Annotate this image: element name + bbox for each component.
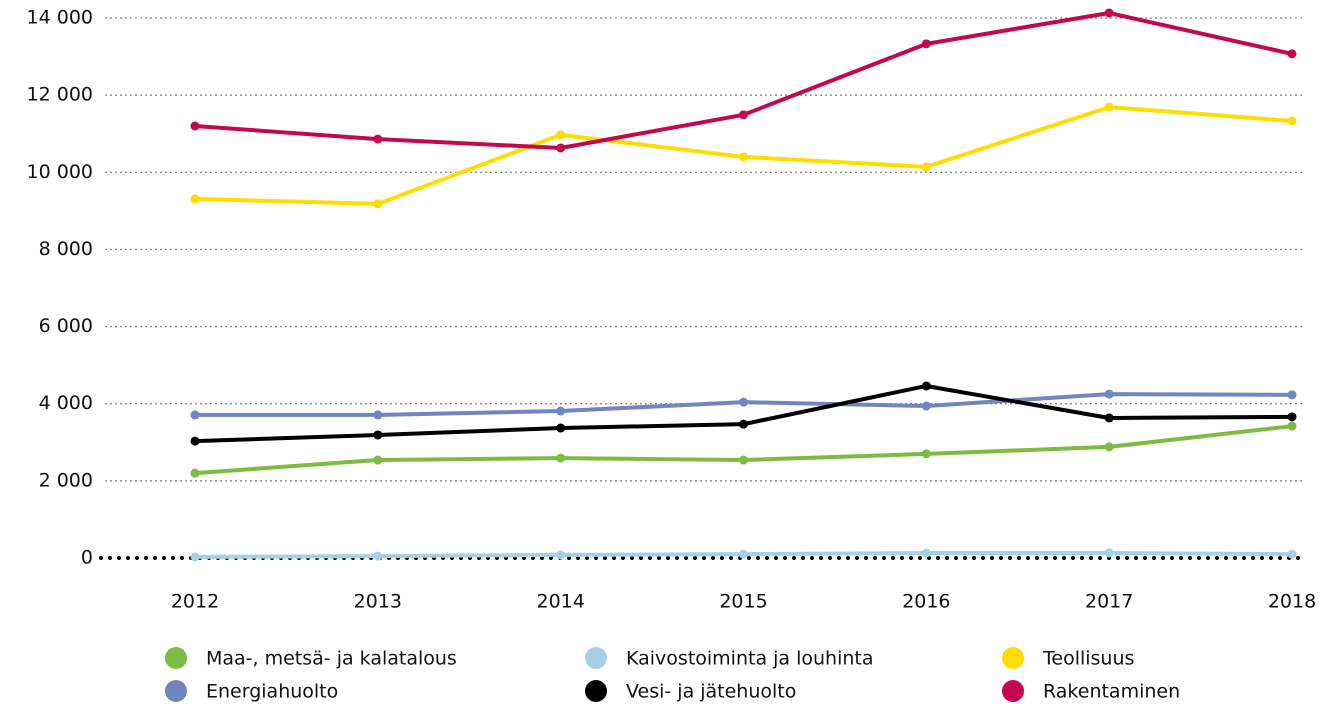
- data-point: [373, 410, 383, 420]
- legend-label: Kaivostoiminta ja louhinta: [626, 648, 874, 670]
- data-point: [1287, 116, 1297, 126]
- data-point: [556, 453, 566, 463]
- series-line: [194, 424, 1293, 476]
- data-point: [739, 110, 748, 120]
- data-point: [1287, 421, 1297, 431]
- y-tick-label: 4 000: [39, 392, 93, 414]
- legend-label: Rakentaminen: [1043, 681, 1180, 703]
- legend-label: Energiahuolto: [206, 681, 338, 703]
- data-point: [556, 143, 566, 153]
- data-point: [1104, 389, 1114, 399]
- data-point: [373, 551, 383, 561]
- data-point: [921, 548, 931, 558]
- y-tick-label: 2 000: [39, 469, 93, 491]
- data-point: [921, 449, 931, 459]
- x-tick-label: 2015: [719, 591, 767, 613]
- data-point: [1287, 390, 1297, 400]
- legend-label: Vesi- ja jätehuolto: [626, 681, 796, 703]
- data-point: [373, 455, 383, 465]
- data-point: [1104, 102, 1114, 112]
- data-point: [921, 381, 931, 391]
- data-point: [556, 130, 566, 140]
- legend-marker: [165, 680, 187, 702]
- y-tick-label: 12 000: [27, 84, 93, 106]
- legend-label: Teollisuus: [1042, 648, 1134, 670]
- legend-marker: [1002, 647, 1024, 669]
- data-point: [190, 552, 200, 562]
- legend-marker: [165, 647, 187, 669]
- data-point: [1287, 49, 1297, 59]
- data-point: [1287, 549, 1297, 559]
- y-tick-label: 10 000: [27, 161, 93, 183]
- data-point: [190, 194, 200, 204]
- y-tick-label: 6 000: [39, 315, 93, 337]
- legend-marker: [585, 647, 607, 669]
- data-point: [556, 406, 566, 416]
- data-point: [1104, 8, 1114, 18]
- legend-marker: [1002, 680, 1024, 702]
- data-point: [739, 152, 748, 162]
- data-point: [556, 423, 566, 433]
- y-tick-label: 8 000: [39, 238, 93, 260]
- legend-marker: [585, 680, 607, 702]
- data-point: [190, 410, 200, 420]
- legend-label: Maa-, metsä- ja kalatalous: [206, 648, 457, 670]
- x-tick-label: 2013: [354, 591, 402, 613]
- data-point: [1104, 548, 1114, 558]
- data-point: [739, 419, 748, 429]
- data-point: [373, 134, 383, 144]
- data-point: [373, 430, 383, 440]
- data-point: [373, 199, 383, 209]
- y-tick-label: 14 000: [27, 7, 93, 29]
- data-point: [556, 550, 566, 560]
- data-point: [1104, 413, 1114, 423]
- y-tick-label: 0: [81, 547, 93, 569]
- x-tick-label: 2014: [536, 591, 584, 613]
- x-tick-label: 2012: [171, 591, 219, 613]
- data-point: [921, 39, 931, 49]
- data-point: [190, 121, 200, 131]
- data-point: [739, 549, 748, 559]
- x-tick-label: 2018: [1268, 591, 1316, 613]
- data-point: [921, 162, 931, 172]
- data-point: [739, 455, 748, 465]
- x-tick-label: 2017: [1085, 591, 1133, 613]
- data-point: [190, 468, 200, 478]
- data-point: [921, 401, 931, 411]
- x-tick-label: 2016: [902, 591, 950, 613]
- series-line: [194, 10, 1293, 150]
- data-point: [1287, 412, 1297, 422]
- data-point: [190, 436, 200, 446]
- data-point: [1104, 442, 1114, 452]
- data-point: [739, 397, 748, 407]
